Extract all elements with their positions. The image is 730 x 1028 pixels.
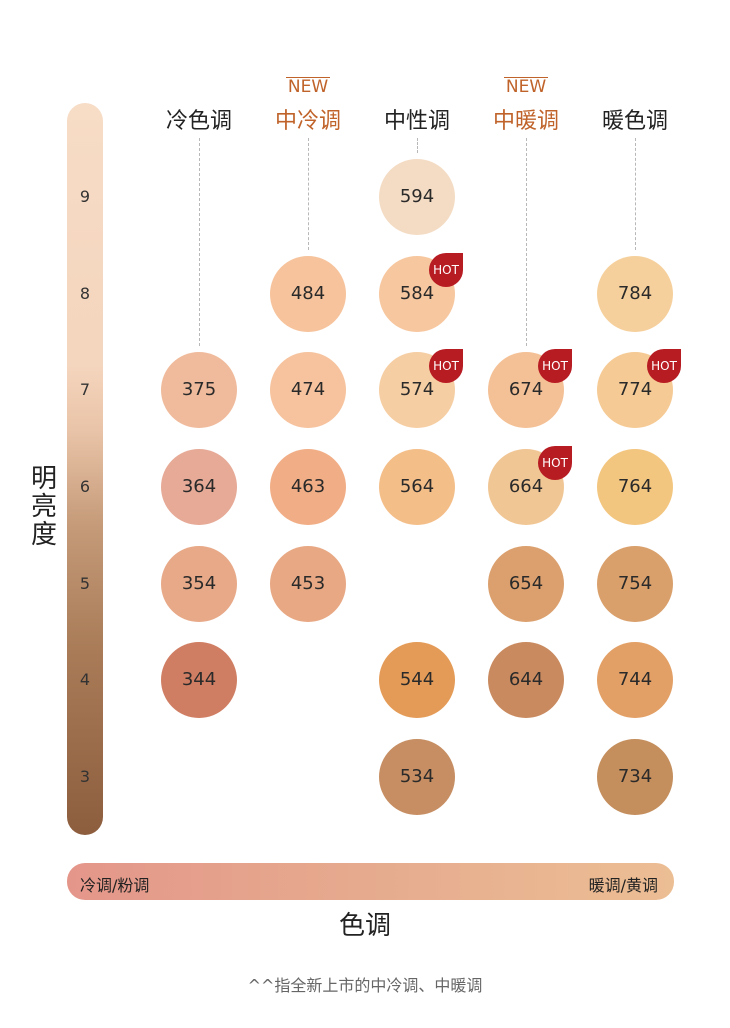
brightness-level-8: 8 [79,284,91,303]
shade-swatch-594: 594 [379,159,455,235]
shade-swatch-484: 484 [270,256,346,332]
column-header: 中性调 [383,109,450,134]
hot-badge: HOT [429,253,463,287]
shade-swatch-364: 364 [161,449,237,525]
hot-badge: HOT [429,349,463,383]
shade-swatch-734: 734 [597,739,673,815]
tone-gradient-bar [67,863,674,900]
column-guide-line [308,138,309,250]
shade-swatch-344: 344 [161,642,237,718]
hot-badge: HOT [647,349,681,383]
shade-swatch-744: 744 [597,642,673,718]
tone-right-label: 暖调/黄调 [588,876,658,895]
shade-swatch-453: 453 [270,546,346,622]
shade-swatch-564: 564 [379,449,455,525]
column-guide-line [199,138,200,346]
shade-swatch-544: 544 [379,642,455,718]
shade-swatch-474: 474 [270,352,346,428]
column-header: 中暖调 [492,109,559,134]
shade-swatch-463: 463 [270,449,346,525]
shade-swatch-375: 375 [161,352,237,428]
column-guide-line [526,138,527,346]
footnote: ^^指全新上市的中冷调、中暖调 [247,976,483,995]
shade-swatch-654: 654 [488,546,564,622]
brightness-gradient-bar [67,103,103,835]
column-header: 暖色调 [601,109,668,134]
column-guide-line [635,138,636,250]
shade-swatch-784: 784 [597,256,673,332]
brightness-level-6: 6 [79,477,91,496]
brightness-axis-title: 明亮度 [30,464,57,550]
shade-swatch-664: 664 [488,449,564,525]
shade-swatch-644: 644 [488,642,564,718]
shade-swatch-674: 674 [488,352,564,428]
hot-badge: HOT [538,446,572,480]
brightness-level-9: 9 [79,187,91,206]
new-tag-label: NEW [503,77,549,97]
shade-swatch-354: 354 [161,546,237,622]
brightness-level-3: 3 [79,767,91,786]
new-tag: NEW [471,77,581,97]
new-tag-label: NEW [285,77,331,97]
tone-left-label: 冷调/粉调 [80,876,150,895]
hot-badge: HOT [538,349,572,383]
new-tag: NEW [253,77,363,97]
brightness-level-5: 5 [79,574,91,593]
column-header: 冷色调 [165,109,232,134]
tone-axis-title: 色调 [338,911,391,941]
column-header: 中冷调 [274,109,341,134]
column-guide-line [417,138,418,153]
brightness-level-7: 7 [79,380,91,399]
shade-swatch-534: 534 [379,739,455,815]
brightness-level-4: 4 [79,670,91,689]
shade-swatch-764: 764 [597,449,673,525]
shade-swatch-754: 754 [597,546,673,622]
